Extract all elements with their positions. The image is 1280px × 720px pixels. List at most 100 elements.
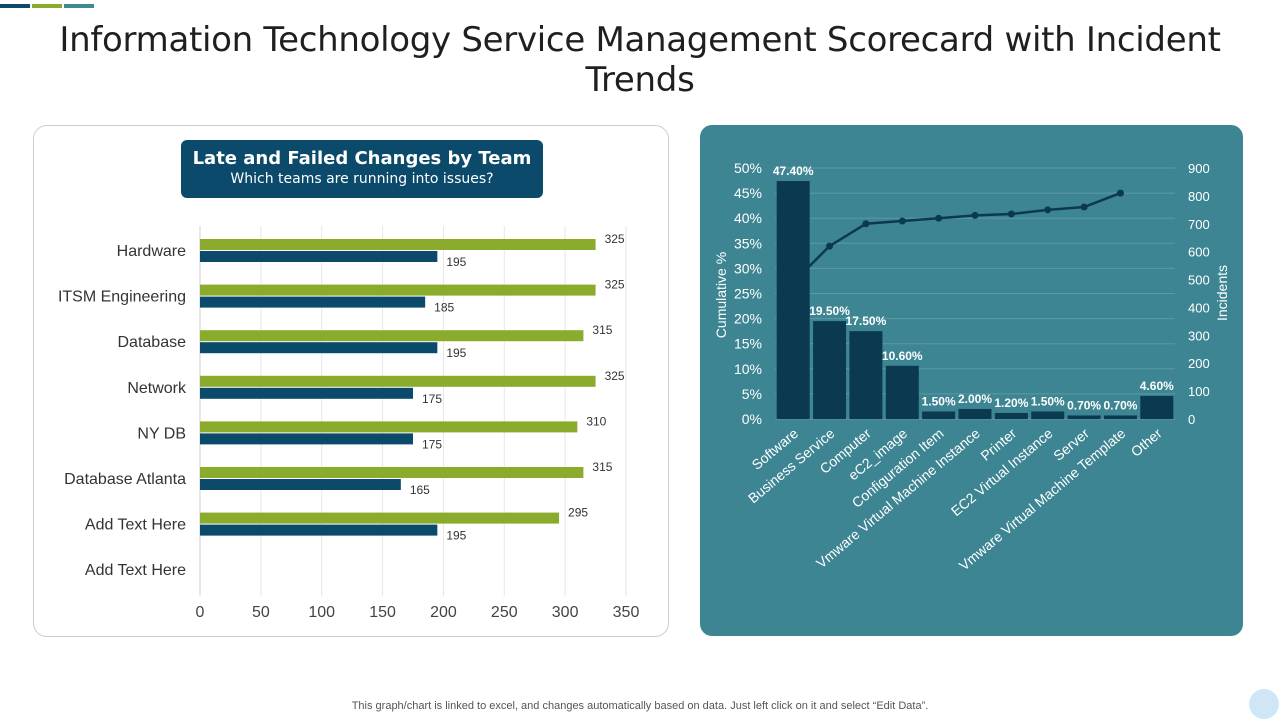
page-title: Information Technology Service Managemen… xyxy=(59,20,1221,100)
bar-series-2 xyxy=(200,387,413,399)
cumulative-point xyxy=(1080,203,1088,211)
pareto-bar xyxy=(1031,411,1065,419)
category-label: Network xyxy=(127,380,187,397)
bar-value-label: 165 xyxy=(410,483,430,497)
cumulative-point xyxy=(862,220,870,228)
bar-series-2 xyxy=(200,296,426,308)
cumulative-point xyxy=(1116,189,1124,197)
bar-value-label: 175 xyxy=(422,437,442,451)
pareto-bar-label: 1.50% xyxy=(1031,394,1065,408)
footer-note: This graph/chart is linked to excel, and… xyxy=(351,700,929,712)
left-axis-tick: 30% xyxy=(734,260,762,276)
bar-value-label: 325 xyxy=(605,369,625,383)
left-axis-tick: 10% xyxy=(734,361,762,377)
x-tick-label: 350 xyxy=(613,604,640,621)
right-axis-tick: 100 xyxy=(1188,384,1210,399)
pareto-bar-label: 4.60% xyxy=(1140,379,1174,393)
pareto-bar xyxy=(849,331,883,419)
left-axis-tick: 50% xyxy=(734,160,762,176)
pareto-bar-label: 1.50% xyxy=(922,394,956,408)
corner-circle-decoration xyxy=(1249,689,1279,719)
right-axis-tick: 600 xyxy=(1188,245,1210,260)
chart-header-subtitle: Which teams are running into issues? xyxy=(230,171,494,187)
bar-value-label: 295 xyxy=(568,506,588,520)
bar-series-2 xyxy=(200,479,401,490)
pareto-bar xyxy=(1067,415,1101,419)
bar-value-label: 195 xyxy=(446,346,466,360)
x-tick-label: 50 xyxy=(252,604,270,621)
pareto-bar-label: 2.00% xyxy=(958,392,992,406)
bar-series-2 xyxy=(200,433,413,445)
bar-series-2 xyxy=(200,524,438,536)
x-tick-label: 100 xyxy=(308,604,335,621)
changes-by-team-card[interactable]: 0 50 100 150 200 250 300 350 Hardware 325 195 ITSM … xyxy=(33,125,669,637)
bar-value-label: 325 xyxy=(605,278,625,292)
bar-series-1 xyxy=(200,467,584,478)
category-label: Add Text Here xyxy=(85,562,186,579)
bar-value-label: 185 xyxy=(434,301,454,315)
x-tick-label: 0 xyxy=(196,604,205,621)
left-axis-tick: 15% xyxy=(734,336,762,352)
category-label: Database Atlanta xyxy=(64,471,186,488)
bar-series-1 xyxy=(200,239,596,250)
right-axis-tick: 0 xyxy=(1188,412,1195,427)
cumulative-line xyxy=(792,191,1121,284)
right-axis-label: Incidents xyxy=(1214,265,1230,321)
bar-series-2 xyxy=(200,342,438,354)
pareto-bar-label: 10.60% xyxy=(882,349,923,363)
category-label: Database xyxy=(118,334,187,351)
cumulative-point xyxy=(826,242,834,250)
cumulative-point xyxy=(935,214,943,222)
category-label: Add Text Here xyxy=(85,517,186,534)
pareto-bar xyxy=(922,411,956,419)
right-axis-tick: 400 xyxy=(1188,300,1210,315)
bar-value-label: 310 xyxy=(586,414,606,428)
incident-pareto-card[interactable]: 0% 5% 10% 15% 20% 25% 30% 35% 40% 45% 50% 0 100 200 30… xyxy=(700,125,1243,636)
bar-value-label: 175 xyxy=(422,392,442,406)
cumulative-point xyxy=(1007,210,1015,218)
bar-value-label: 195 xyxy=(446,529,466,543)
incident-pareto-chart[interactable]: 0% 5% 10% 15% 20% 25% 30% 35% 40% 45% 50% 0 100 200 30… xyxy=(700,125,1243,636)
team-bar-chart[interactable]: 0 50 100 150 200 250 300 350 Hardware 325 195 ITSM … xyxy=(34,126,668,636)
pareto-bar-label: 17.50% xyxy=(846,314,887,328)
pareto-bar xyxy=(813,321,847,419)
right-axis-tick: 300 xyxy=(1188,328,1210,343)
x-tick-label: 300 xyxy=(552,604,579,621)
pareto-bar xyxy=(1140,395,1174,419)
bar-value-label: 195 xyxy=(446,255,466,269)
category-label: ITSM Engineering xyxy=(58,289,186,306)
left-axis-tick: 25% xyxy=(734,286,762,302)
bar-series-1 xyxy=(200,512,560,524)
accent-bar-teal xyxy=(64,4,94,8)
bar-series-1 xyxy=(200,375,596,387)
chart-header: Late and Failed Changes by Team Which te… xyxy=(181,140,543,198)
pareto-bar xyxy=(1103,415,1137,419)
left-axis-tick: 45% xyxy=(734,185,762,201)
pareto-bar-label: 47.40% xyxy=(773,164,814,178)
pareto-bar xyxy=(885,365,919,419)
accent-bar-green xyxy=(32,4,62,8)
bar-series-2 xyxy=(200,251,438,262)
x-tick-label: 150 xyxy=(369,604,396,621)
pareto-bar xyxy=(958,408,992,419)
cumulative-point xyxy=(971,211,979,219)
bar-value-label: 325 xyxy=(605,232,625,246)
left-axis-tick: 5% xyxy=(742,386,762,402)
accent-bar-navy xyxy=(0,4,30,8)
right-axis-tick: 700 xyxy=(1188,217,1210,232)
pareto-bar xyxy=(776,181,810,419)
bar-value-label: 315 xyxy=(592,323,612,337)
left-axis-tick: 20% xyxy=(734,311,762,327)
pareto-bar-label: 19.50% xyxy=(809,304,850,318)
right-axis-tick: 500 xyxy=(1188,273,1210,288)
bar-series-1 xyxy=(200,330,584,342)
bar-value-label: 315 xyxy=(592,460,612,474)
category-label: Hardware xyxy=(117,243,186,260)
left-axis-tick: 35% xyxy=(734,235,762,251)
category-label: NY DB xyxy=(137,425,186,442)
bar-series-1 xyxy=(200,421,578,433)
bar-series-1 xyxy=(200,284,596,296)
right-axis-tick: 800 xyxy=(1188,189,1210,204)
x-tick-label: 200 xyxy=(430,604,457,621)
right-axis-tick: 900 xyxy=(1188,161,1210,176)
